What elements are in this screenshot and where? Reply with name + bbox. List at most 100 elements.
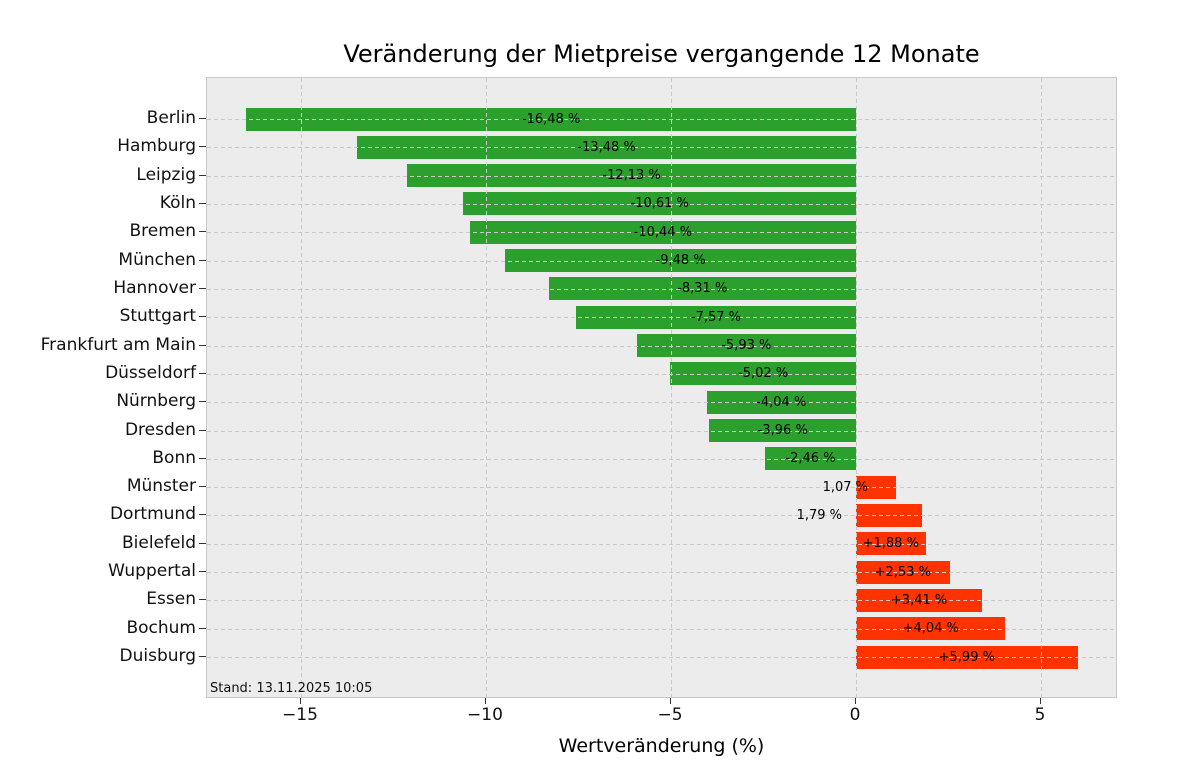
bar-value-label: +1,88 %: [862, 536, 919, 552]
y-tick-label: Duisburg: [119, 646, 197, 667]
gridline-horizontal: [207, 430, 1116, 432]
y-tick-label: Bremen: [129, 221, 196, 242]
gridline-horizontal: [207, 487, 1116, 489]
gridline-horizontal: [207, 119, 1116, 120]
y-tick-mark: [199, 231, 206, 233]
gridline-horizontal: [207, 175, 1116, 177]
gridline-vertical: [1041, 78, 1042, 697]
gridline-horizontal: [207, 572, 1116, 574]
bar-value-label: -5,93 %: [721, 338, 772, 354]
gridline-vertical: [301, 78, 302, 697]
gridline-horizontal: [207, 657, 1116, 659]
gridline-horizontal: [207, 232, 1116, 234]
bar-value-label: -5,02 %: [738, 366, 789, 382]
gridline-vertical: [671, 78, 672, 697]
y-tick-mark: [199, 174, 206, 176]
bar-value-label: -8,31 %: [677, 281, 728, 297]
y-tick-mark: [199, 401, 206, 403]
bar-value-label: -16,48 %: [521, 111, 581, 127]
bar-value-label: -10,44 %: [633, 224, 693, 240]
gridline-horizontal: [207, 515, 1116, 517]
bar-value-label: -4,04 %: [756, 394, 807, 410]
y-tick-label: Köln: [159, 192, 196, 213]
bar-value-label: 1,79 %: [796, 507, 842, 523]
y-tick-mark: [199, 259, 206, 261]
y-tick-mark: [199, 542, 206, 544]
y-tick-mark: [199, 146, 206, 148]
y-tick-label: Leipzig: [136, 164, 196, 185]
y-tick-label: Essen: [146, 589, 196, 610]
y-tick-mark: [199, 287, 206, 289]
y-tick-mark: [199, 118, 206, 119]
y-tick-label: Nürnberg: [116, 391, 196, 412]
bar-value-label: -3,96 %: [757, 423, 808, 439]
x-tick-mark: [300, 698, 301, 704]
y-tick-mark: [199, 429, 206, 431]
chart-title: Veränderung der Mietpreise vergangende 1…: [343, 40, 980, 68]
y-tick-mark: [199, 372, 206, 374]
y-tick-label: Dortmund: [109, 504, 196, 525]
gridline-horizontal: [207, 373, 1116, 375]
x-tick-mark: [855, 698, 856, 704]
y-tick-mark: [199, 514, 206, 516]
bar-value-label: +3,41 %: [890, 592, 948, 608]
y-tick-mark: [199, 656, 206, 658]
y-tick-mark: [199, 486, 206, 488]
y-tick-label: Dresden: [124, 419, 196, 440]
gridline-horizontal: [207, 147, 1116, 149]
y-tick-label: Düsseldorf: [105, 362, 196, 383]
bar-value-label: +4,04 %: [902, 621, 959, 637]
y-tick-mark: [199, 627, 206, 629]
bar-value-label: 1,07 %: [822, 479, 868, 495]
bar-value-label: -12,13 %: [602, 168, 661, 184]
x-tick-label: −5: [657, 705, 683, 725]
y-tick-mark: [199, 344, 206, 346]
bar-value-label: +5,99 %: [938, 649, 995, 665]
gridline-horizontal: [207, 203, 1116, 205]
y-tick-label: Stuttgart: [119, 306, 196, 327]
plot-area: Stand: 13.11.2025 10:05 -16,48 % -13,48 %…: [206, 77, 1117, 698]
y-tick-mark: [199, 457, 206, 459]
gridline-horizontal: [207, 402, 1116, 404]
gridline-horizontal: [207, 345, 1116, 347]
bar-value-label: -7,57 %: [690, 309, 742, 325]
x-tick-label: 0: [849, 705, 861, 725]
y-tick-mark: [199, 316, 206, 318]
stand-annotation: Stand: 13.11.2025 10:05: [210, 681, 373, 696]
gridline-horizontal: [207, 628, 1116, 630]
bar-value-label: -2,46 %: [785, 451, 836, 467]
y-tick-label: Bielefeld: [122, 532, 196, 553]
bar-value-label: -10,61 %: [630, 196, 689, 212]
x-tick-mark: [485, 698, 486, 704]
bar-value-label: -9,48 %: [655, 253, 706, 269]
y-tick-mark: [199, 599, 206, 601]
gridline-horizontal: [207, 600, 1116, 602]
x-tick-mark: [670, 698, 671, 704]
y-tick-label: Bochum: [126, 617, 196, 638]
gridline-horizontal: [207, 458, 1116, 460]
x-tick-mark: [1040, 698, 1041, 704]
y-tick-label: Hamburg: [117, 136, 196, 157]
y-tick-label: Hannover: [113, 277, 196, 298]
y-tick-mark: [199, 202, 206, 204]
gridline-vertical: [856, 78, 857, 697]
bar-value-label: +2,53 %: [874, 564, 931, 580]
gridline-horizontal: [207, 288, 1116, 290]
gridline-horizontal: [207, 543, 1116, 545]
gridline-vertical: [486, 78, 487, 697]
x-tick-label: −15: [282, 705, 318, 725]
y-tick-label: Frankfurt am Main: [40, 334, 196, 355]
gridline-horizontal: [207, 260, 1116, 262]
x-axis-label: Wertveränderung (%): [558, 735, 765, 757]
bar-value-label: -13,48 %: [577, 139, 636, 155]
x-tick-label: −10: [467, 705, 503, 725]
y-tick-label: Bonn: [152, 447, 196, 468]
y-tick-label: Münster: [126, 476, 196, 497]
gridline-horizontal: [207, 317, 1116, 319]
x-tick-label: 5: [1034, 705, 1046, 725]
y-tick-label: München: [118, 249, 196, 270]
y-tick-mark: [199, 571, 206, 573]
y-tick-label: Berlin: [146, 108, 196, 128]
y-tick-label: Wuppertal: [108, 561, 196, 582]
